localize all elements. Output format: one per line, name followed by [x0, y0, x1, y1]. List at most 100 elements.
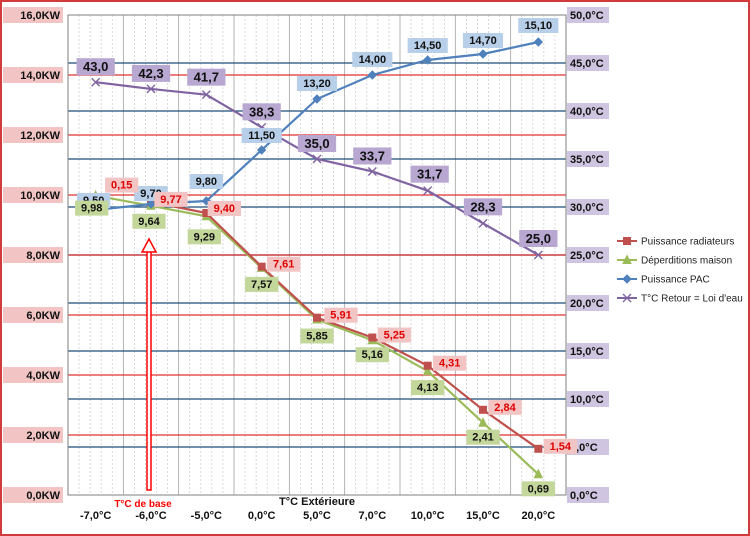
right-tick-label: 50,0°C [570, 10, 604, 22]
left-tick-band [3, 127, 63, 143]
series-marker-2 [533, 468, 544, 479]
x-tick-label: -7,0°C [80, 510, 111, 522]
series-marker-3 [533, 37, 544, 47]
right-tick-band [567, 295, 609, 311]
series-marker-4 [91, 77, 101, 87]
series-marker-4 [367, 166, 377, 176]
left-tick-label: 10,0KW [20, 190, 60, 202]
left-tick-label: 4,0KW [26, 370, 60, 382]
right-tick-label: 45,0°C [570, 58, 604, 70]
deperdition-data-label: 2,41 [472, 432, 493, 444]
temperature-data-label: 38,3 [249, 104, 274, 119]
pac-data-label: 14,70 [469, 35, 497, 47]
temperature-data-label-bg [242, 103, 281, 121]
right-tick-label: 15,0°C [570, 346, 604, 358]
right-tick-label: 20,0°C [570, 298, 604, 310]
deperdition-data-label-bg [300, 328, 334, 344]
radiateur-data-label-bg [543, 438, 577, 454]
pac-data-label-bg [352, 52, 393, 67]
right-tick-band [567, 391, 609, 407]
radiateur-data-label: 5,91 [330, 310, 351, 322]
base-temperature-label: T°C de base [114, 499, 172, 510]
left-tick-band [3, 187, 63, 203]
legend-swatch-marker [622, 274, 632, 284]
pac-data-label: 13,20 [303, 78, 331, 90]
series-line-1 [150, 200, 539, 450]
left-tick-band [3, 67, 63, 83]
series-marker-4 [533, 250, 543, 260]
series-marker-1 [534, 444, 543, 453]
radiateur-extra-label: 0,15 [111, 180, 132, 192]
temperature-data-label: 41,7 [194, 70, 219, 85]
left-tick-label: 0,0KW [26, 490, 60, 502]
deperdition-data-label: 5,85 [306, 331, 327, 343]
x-tick-label: 0,0°C [248, 510, 276, 522]
x-tick-label: 5,0°C [303, 510, 331, 522]
right-tick-band [567, 151, 609, 167]
deperdition-data-label-bg [355, 347, 389, 363]
right-tick-label: 0,0°C [570, 490, 598, 502]
deperdition-data-label: 9,29 [194, 231, 215, 243]
left-tick-label: 16,0KW [20, 10, 60, 22]
pac-data-label-bg [407, 38, 448, 53]
temperature-data-label-bg [76, 58, 115, 76]
radiateur-data-label-bg [207, 201, 241, 216]
radiateur-data-label: 9,40 [214, 203, 235, 215]
right-tick-label: 25,0°C [570, 250, 604, 262]
x-tick-label: 20,0°C [521, 510, 555, 522]
pac-data-label: 15,10 [525, 20, 553, 32]
pac-data-label-bg [296, 76, 338, 91]
right-tick-band [567, 103, 609, 119]
series-marker-1 [479, 405, 487, 414]
left-tick-band [3, 487, 63, 503]
legend-label: Puissance radiateurs [641, 237, 734, 248]
temperature-data-label: 43,0 [83, 59, 108, 74]
series-marker-1 [313, 313, 321, 322]
series-marker-4 [312, 154, 322, 164]
right-tick-band [567, 343, 609, 359]
series-marker-4 [146, 84, 156, 94]
left-tick-band [3, 7, 63, 23]
deperdition-data-label: 4,13 [417, 382, 438, 394]
radiateur-data-label: 1,54 [550, 441, 572, 453]
x-axis-title: T°C Extérieure [279, 496, 355, 508]
temperature-data-label: 25,0 [526, 231, 551, 246]
temperature-data-label-bg [410, 165, 449, 183]
deperdition-data-label-bg [75, 200, 109, 216]
left-tick-band [3, 247, 63, 263]
series-marker-2 [478, 417, 488, 427]
plot-border [67, 14, 567, 496]
temperature-data-label-bg [297, 135, 337, 152]
radiateur-data-label-bg [267, 256, 301, 272]
legend-label: Déperditions maison [641, 256, 732, 267]
deperdition-data-label-bg [132, 213, 166, 229]
temperature-data-label-bg [131, 64, 171, 82]
deperdition-data-label-bg [411, 380, 445, 396]
temperature-data-label: 35,0 [304, 136, 329, 151]
x-tick-label: 15,0°C [466, 510, 500, 522]
left-tick-band [3, 307, 63, 323]
deperdition-data-label-bg [187, 229, 221, 245]
deperdition-data-label: 0,69 [528, 483, 549, 495]
right-tick-label: 30,0°C [570, 202, 604, 214]
deperdition-data-label-bg [245, 276, 279, 292]
radiateur-data-label-bg [433, 355, 467, 371]
series-marker-4 [478, 218, 488, 228]
legend-swatch-marker [623, 237, 631, 245]
legend-label: Puissance PAC [641, 275, 710, 286]
right-tick-band [567, 199, 609, 215]
series-marker-1 [423, 361, 432, 370]
series-marker-3 [367, 70, 378, 80]
pac-data-label: 9,80 [196, 176, 217, 188]
deperdition-data-label-bg [466, 429, 500, 445]
legend-swatch-marker [622, 293, 632, 303]
left-tick-label: 2,0KW [26, 430, 60, 442]
radiateur-data-label: 9,77 [160, 194, 181, 206]
deperdition-data-label-bg [521, 481, 555, 497]
radiateur-data-label-bg [488, 399, 522, 415]
series-marker-4 [423, 186, 433, 196]
right-tick-band [567, 487, 609, 503]
deperdition-data-label: 9,98 [81, 203, 102, 215]
temperature-data-label-bg [519, 230, 558, 247]
pac-data-label-bg [241, 128, 282, 143]
